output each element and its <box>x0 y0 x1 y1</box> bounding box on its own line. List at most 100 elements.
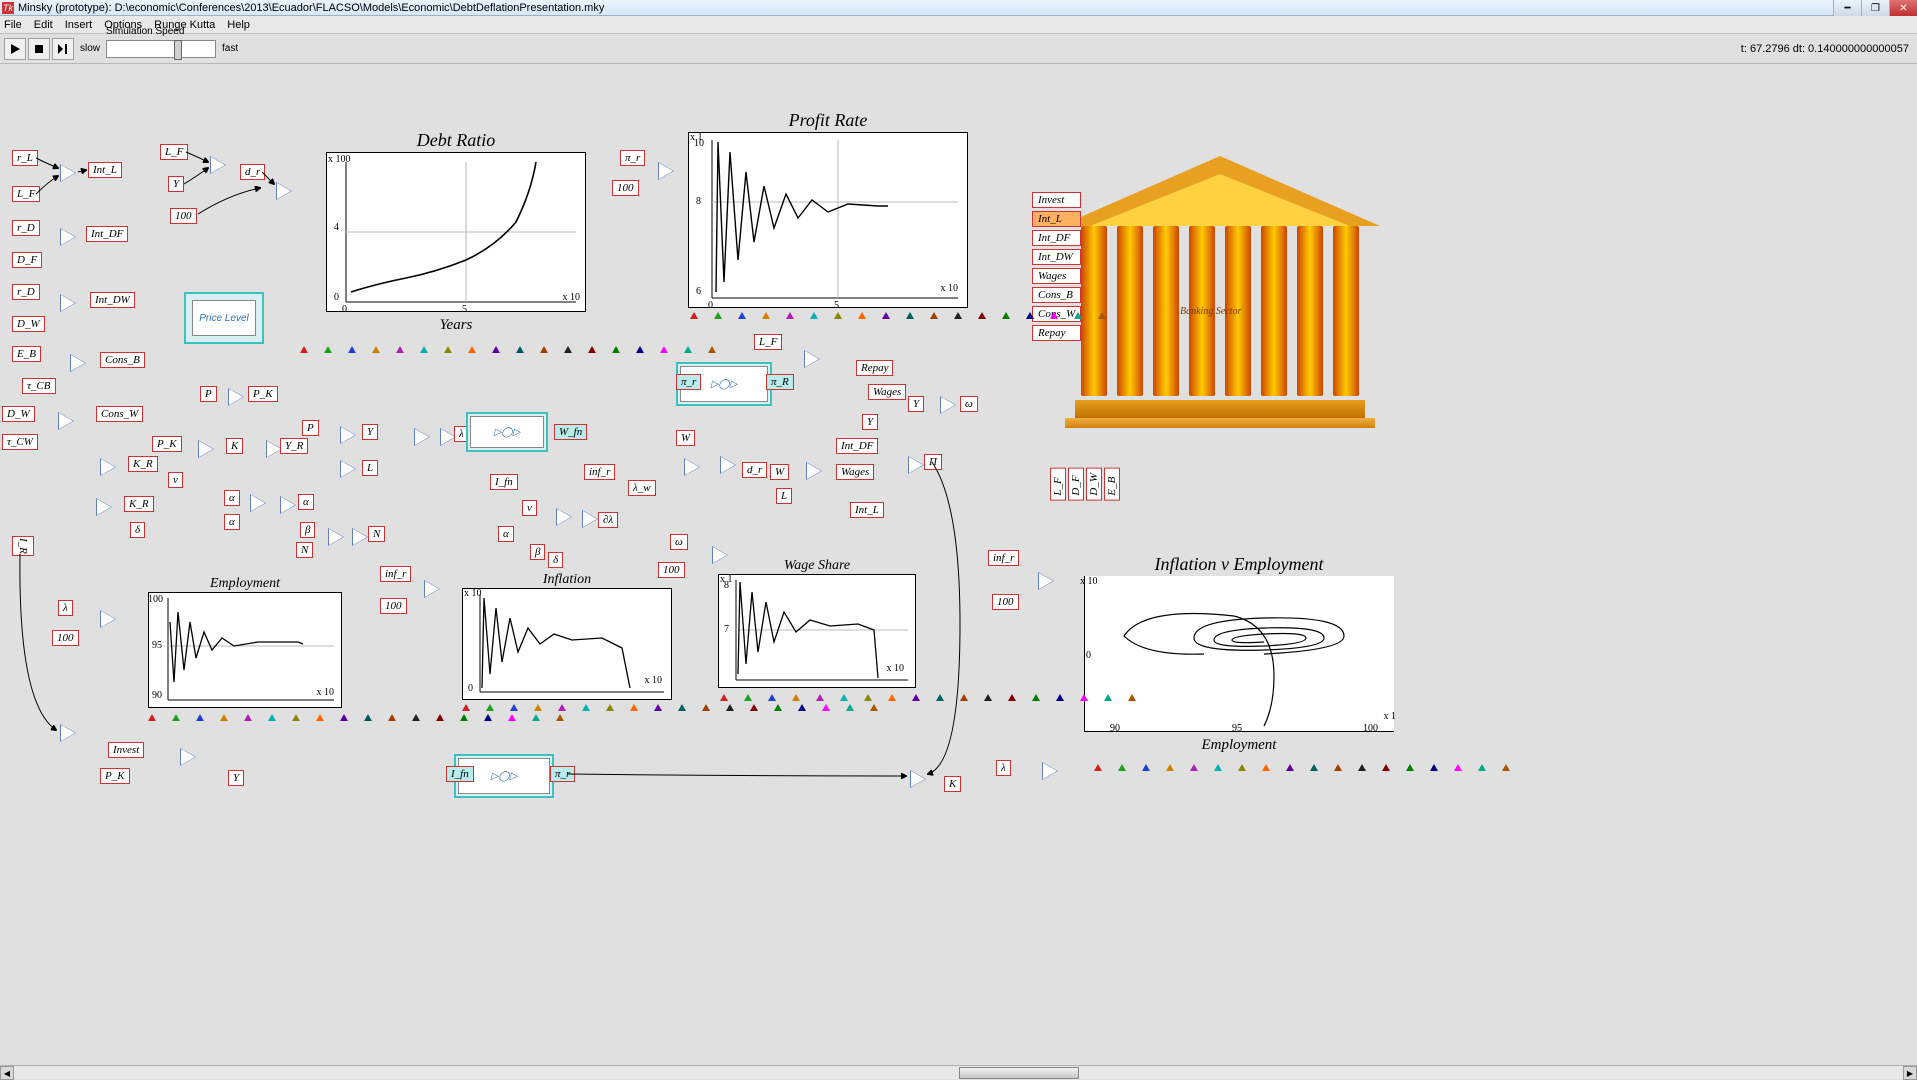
scroll-left[interactable]: ◀ <box>0 1066 14 1080</box>
var-Y4[interactable]: Y <box>228 770 244 786</box>
op-mult-pr[interactable] <box>658 162 674 180</box>
var-lam3[interactable]: λ <box>996 760 1011 776</box>
stop-button[interactable] <box>28 38 50 60</box>
var-pir4[interactable]: π_r <box>620 150 645 166</box>
sv-consb[interactable]: Cons_B <box>1032 287 1081 303</box>
var-omega2[interactable]: ω <box>670 534 688 550</box>
var-omega[interactable]: ω <box>960 396 978 412</box>
group-wfn[interactable]: ▷◯▷ <box>466 412 548 452</box>
var-LF2[interactable]: L_F <box>160 144 188 160</box>
op-m2[interactable] <box>100 458 116 476</box>
var-v2[interactable]: v <box>522 500 537 516</box>
op-infl[interactable] <box>424 580 440 598</box>
op-emp[interactable] <box>100 610 116 628</box>
op-m11[interactable] <box>328 528 344 546</box>
var-EB[interactable]: E_B <box>12 346 41 362</box>
op-m17[interactable] <box>806 462 822 480</box>
chart-employment[interactable]: Employment 100 95 90 x 10 <box>148 592 342 708</box>
var-100[interactable]: 100 <box>170 208 197 224</box>
var-L2[interactable]: L <box>776 488 792 504</box>
var-PI[interactable]: Π <box>924 454 942 470</box>
op-b2[interactable] <box>180 748 196 766</box>
sv-intdw[interactable]: Int_DW <box>1032 249 1081 265</box>
op-div-1[interactable] <box>210 156 226 174</box>
var-DW2[interactable]: D_W <box>2 406 35 422</box>
var-infr[interactable]: inf_r <box>584 464 615 480</box>
op-omega[interactable] <box>940 396 956 414</box>
sv-wages[interactable]: Wages <box>1032 268 1081 284</box>
var-IntL[interactable]: Int_L <box>88 162 122 178</box>
chart-debt-ratio[interactable]: Debt Ratio x 100 4 0 0 5 x 10 Years <box>326 152 586 312</box>
var-P[interactable]: P <box>200 386 217 402</box>
var-Ifn[interactable]: I_fn <box>490 474 518 490</box>
chart-wage-share[interactable]: Wage Share x 1 8 7 x 10 <box>718 574 916 688</box>
op-m4[interactable] <box>250 494 266 512</box>
op-m7[interactable] <box>340 426 356 444</box>
var-Repay[interactable]: Repay <box>856 360 893 376</box>
var-Wfn[interactable]: W_fn <box>554 424 587 440</box>
var-IntDF2[interactable]: Int_DF <box>836 438 878 454</box>
op-m16[interactable] <box>720 456 736 474</box>
var-a[interactable]: α <box>224 490 240 506</box>
bv-eb[interactable]: E_B <box>1104 468 1120 501</box>
var-piR2[interactable]: π_R <box>766 374 794 390</box>
op-m3[interactable] <box>96 498 112 516</box>
bank-godley-table[interactable]: Banking Sector <box>1060 156 1380 428</box>
var-y3a[interactable]: Y <box>862 414 878 430</box>
h-scrollbar[interactable]: ◀ ▶ <box>0 1065 1917 1079</box>
model-canvas[interactable]: r_L L_F Int_L r_D D_F Int_DF r_D D_W Int… <box>0 64 1917 1065</box>
speed-slider[interactable] <box>106 40 216 58</box>
step-button[interactable] <box>52 38 74 60</box>
scroll-right[interactable]: ▶ <box>1903 1066 1917 1080</box>
op-ie1[interactable] <box>1038 572 1054 590</box>
var-1005[interactable]: 100 <box>992 594 1019 610</box>
var-1003[interactable]: 100 <box>380 598 407 614</box>
chart-inflation[interactable]: Inflation x 10 0 x 10 <box>462 588 672 700</box>
var-N[interactable]: N <box>296 542 313 558</box>
var-v[interactable]: v <box>168 472 183 488</box>
chart-infl-v-emp[interactable]: Inflation v Employment x 10 0 90 95 100 … <box>1084 576 1394 732</box>
var-rD2[interactable]: r_D <box>12 284 40 300</box>
var-KR2[interactable]: K_R <box>124 496 154 512</box>
var-PK3[interactable]: P_K <box>100 768 130 784</box>
op-m15[interactable] <box>684 458 700 476</box>
var-delta[interactable]: δ <box>130 522 145 538</box>
scroll-thumb[interactable] <box>959 1067 1079 1079</box>
op-b1[interactable] <box>60 724 76 742</box>
op-mult-3[interactable] <box>60 294 76 312</box>
var-Y3[interactable]: Y <box>908 396 924 412</box>
op-p-to-pk[interactable] <box>228 388 244 406</box>
var-K2[interactable]: K <box>944 776 961 792</box>
op-m14[interactable] <box>582 510 598 528</box>
sv-repay[interactable]: Repay <box>1032 325 1081 341</box>
chart-profit-rate[interactable]: Profit Rate x 1 10 8 6 0 5 x 10 <box>688 132 968 308</box>
close-button[interactable]: ✕ <box>1889 0 1917 16</box>
var-PK2[interactable]: P_K <box>152 436 182 452</box>
var-LF3[interactable]: L_F <box>754 334 782 350</box>
var-tCW[interactable]: τ_CW <box>2 434 38 450</box>
var-Y2[interactable]: Y <box>362 424 378 440</box>
var-YR[interactable]: Y_R <box>280 438 308 454</box>
op-mult-1[interactable] <box>60 164 76 182</box>
var-W2[interactable]: W <box>770 464 789 480</box>
var-Invest[interactable]: Invest <box>108 742 144 758</box>
var-piR[interactable]: π_r <box>676 374 701 390</box>
var-a3[interactable]: α <box>298 494 314 510</box>
op-m18[interactable] <box>908 456 924 474</box>
var-beta2[interactable]: β <box>530 544 545 560</box>
var-IntDF[interactable]: Int_DF <box>86 226 128 242</box>
var-dr[interactable]: d_r <box>240 164 265 180</box>
op-m12[interactable] <box>352 528 368 546</box>
op-m5[interactable] <box>280 496 296 514</box>
var-tCB[interactable]: τ_CB <box>22 378 56 394</box>
var-a2[interactable]: α <box>224 514 240 530</box>
op-ie2[interactable] <box>1042 762 1058 780</box>
var-1004[interactable]: 100 <box>52 630 79 646</box>
var-lam2[interactable]: λ <box>58 600 73 616</box>
op-mult-2[interactable] <box>60 228 76 246</box>
var-Wages[interactable]: Wages <box>868 384 906 400</box>
var-N2[interactable]: N <box>368 526 385 542</box>
op-mult-4[interactable] <box>70 354 86 372</box>
minimize-button[interactable]: ━ <box>1833 0 1861 16</box>
var-IntL2[interactable]: Int_L <box>850 502 884 518</box>
